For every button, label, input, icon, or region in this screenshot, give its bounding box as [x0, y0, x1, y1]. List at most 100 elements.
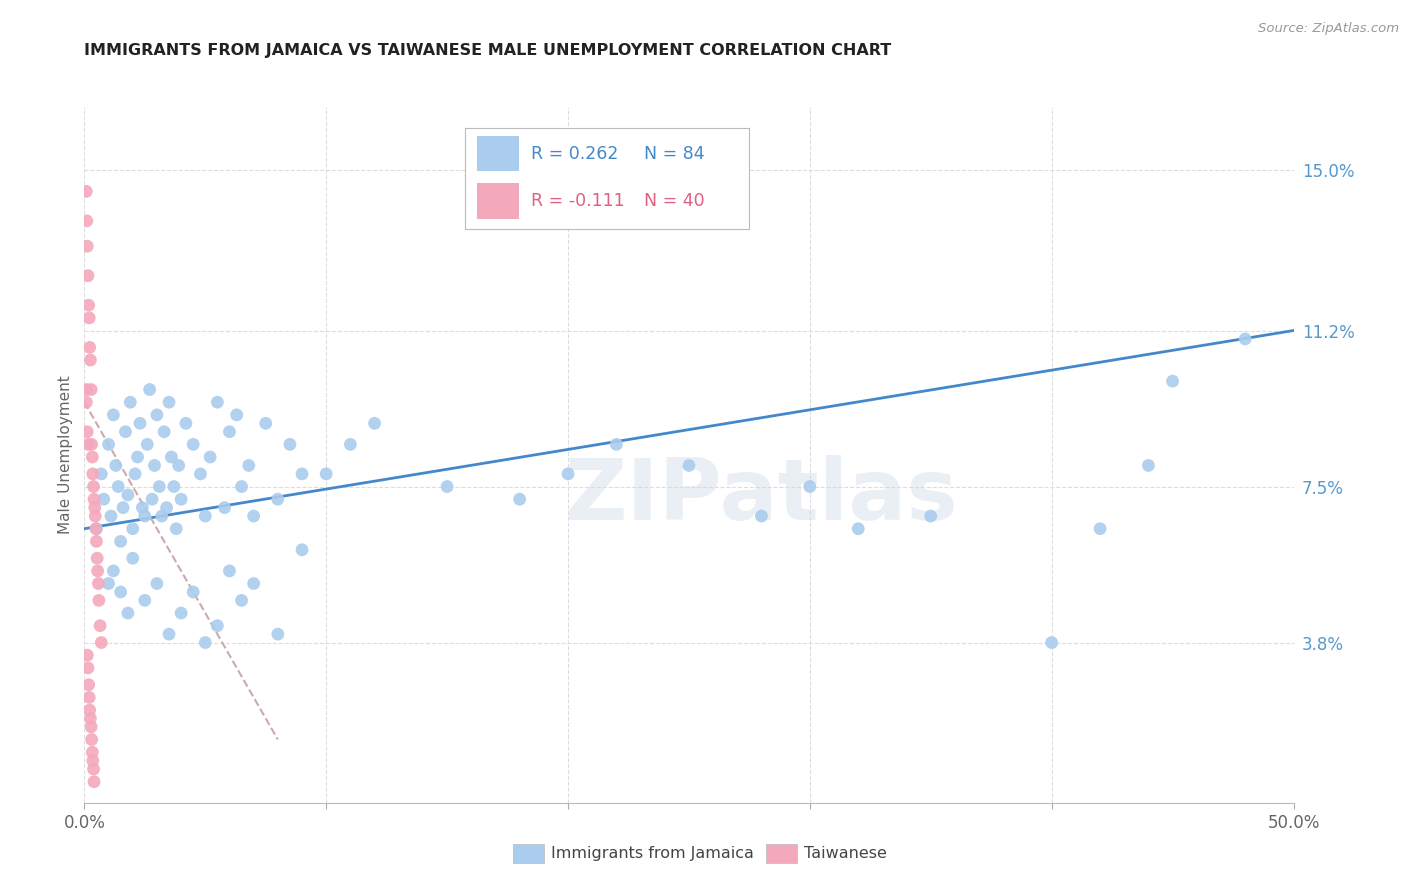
- Point: [267, 492, 290, 507]
- Point: [678, 458, 700, 473]
- Text: Taiwanese: Taiwanese: [804, 847, 887, 861]
- Point: [117, 606, 139, 620]
- Point: [82, 745, 104, 759]
- Point: [165, 522, 187, 536]
- Point: [87, 576, 110, 591]
- Point: [218, 425, 240, 439]
- Point: [75, 185, 97, 199]
- Text: ZIPatlas: ZIPatlas: [565, 455, 959, 538]
- Point: [97, 437, 120, 451]
- Point: [509, 492, 531, 507]
- Point: [436, 479, 458, 493]
- Point: [231, 479, 253, 493]
- Point: [82, 467, 104, 481]
- Point: [89, 618, 111, 632]
- Point: [170, 606, 193, 620]
- Point: [86, 551, 108, 566]
- Point: [83, 762, 105, 776]
- Point: [79, 353, 101, 368]
- Point: [146, 408, 169, 422]
- Point: [104, 458, 127, 473]
- Point: [77, 437, 100, 451]
- Point: [138, 383, 160, 397]
- Point: [167, 458, 190, 473]
- Point: [207, 618, 229, 632]
- Point: [207, 395, 229, 409]
- Point: [124, 467, 146, 481]
- Point: [198, 450, 221, 464]
- Point: [157, 395, 180, 409]
- Point: [231, 593, 253, 607]
- Text: Source: ZipAtlas.com: Source: ZipAtlas.com: [1258, 22, 1399, 36]
- Point: [100, 509, 122, 524]
- Point: [86, 564, 108, 578]
- Point: [134, 509, 156, 524]
- Point: [80, 437, 103, 451]
- Point: [80, 383, 103, 397]
- Point: [121, 522, 143, 536]
- Point: [157, 627, 180, 641]
- Point: [127, 450, 149, 464]
- Point: [82, 450, 104, 464]
- Point: [339, 437, 361, 451]
- Y-axis label: Male Unemployment: Male Unemployment: [58, 376, 73, 534]
- Point: [77, 268, 100, 283]
- Point: [103, 564, 125, 578]
- Point: [150, 509, 173, 524]
- Point: [155, 500, 177, 515]
- Point: [90, 467, 112, 481]
- Point: [76, 425, 98, 439]
- Point: [110, 534, 132, 549]
- Point: [163, 479, 186, 493]
- Point: [117, 488, 139, 502]
- Point: [160, 450, 183, 464]
- Point: [83, 774, 105, 789]
- Point: [254, 417, 277, 431]
- Point: [148, 479, 170, 493]
- Point: [112, 500, 135, 515]
- Point: [1234, 332, 1257, 346]
- Text: Immigrants from Jamaica: Immigrants from Jamaica: [551, 847, 754, 861]
- Point: [190, 467, 212, 481]
- Point: [242, 509, 264, 524]
- Point: [134, 593, 156, 607]
- Point: [1137, 458, 1160, 473]
- Point: [143, 458, 166, 473]
- Point: [363, 417, 385, 431]
- Text: IMMIGRANTS FROM JAMAICA VS TAIWANESE MALE UNEMPLOYMENT CORRELATION CHART: IMMIGRANTS FROM JAMAICA VS TAIWANESE MAL…: [84, 43, 891, 58]
- Point: [267, 627, 290, 641]
- Point: [86, 534, 108, 549]
- Point: [76, 648, 98, 663]
- Point: [141, 492, 163, 507]
- Point: [79, 711, 101, 725]
- Point: [1088, 522, 1111, 536]
- Point: [291, 542, 314, 557]
- Point: [84, 509, 107, 524]
- Point: [920, 509, 942, 524]
- Point: [79, 340, 101, 354]
- Point: [1161, 374, 1184, 388]
- Point: [75, 395, 97, 409]
- Point: [146, 576, 169, 591]
- Point: [76, 239, 98, 253]
- Point: [86, 522, 108, 536]
- Point: [114, 425, 136, 439]
- Point: [1040, 635, 1063, 649]
- Point: [83, 492, 105, 507]
- Point: [170, 492, 193, 507]
- Point: [194, 635, 217, 649]
- Point: [107, 479, 129, 493]
- Point: [103, 408, 125, 422]
- Point: [751, 509, 773, 524]
- Point: [93, 492, 115, 507]
- Point: [80, 720, 103, 734]
- Point: [218, 564, 240, 578]
- Point: [97, 576, 120, 591]
- Point: [110, 585, 132, 599]
- Point: [90, 635, 112, 649]
- Point: [315, 467, 337, 481]
- Point: [129, 417, 152, 431]
- Point: [238, 458, 260, 473]
- Point: [80, 732, 103, 747]
- Point: [605, 437, 627, 451]
